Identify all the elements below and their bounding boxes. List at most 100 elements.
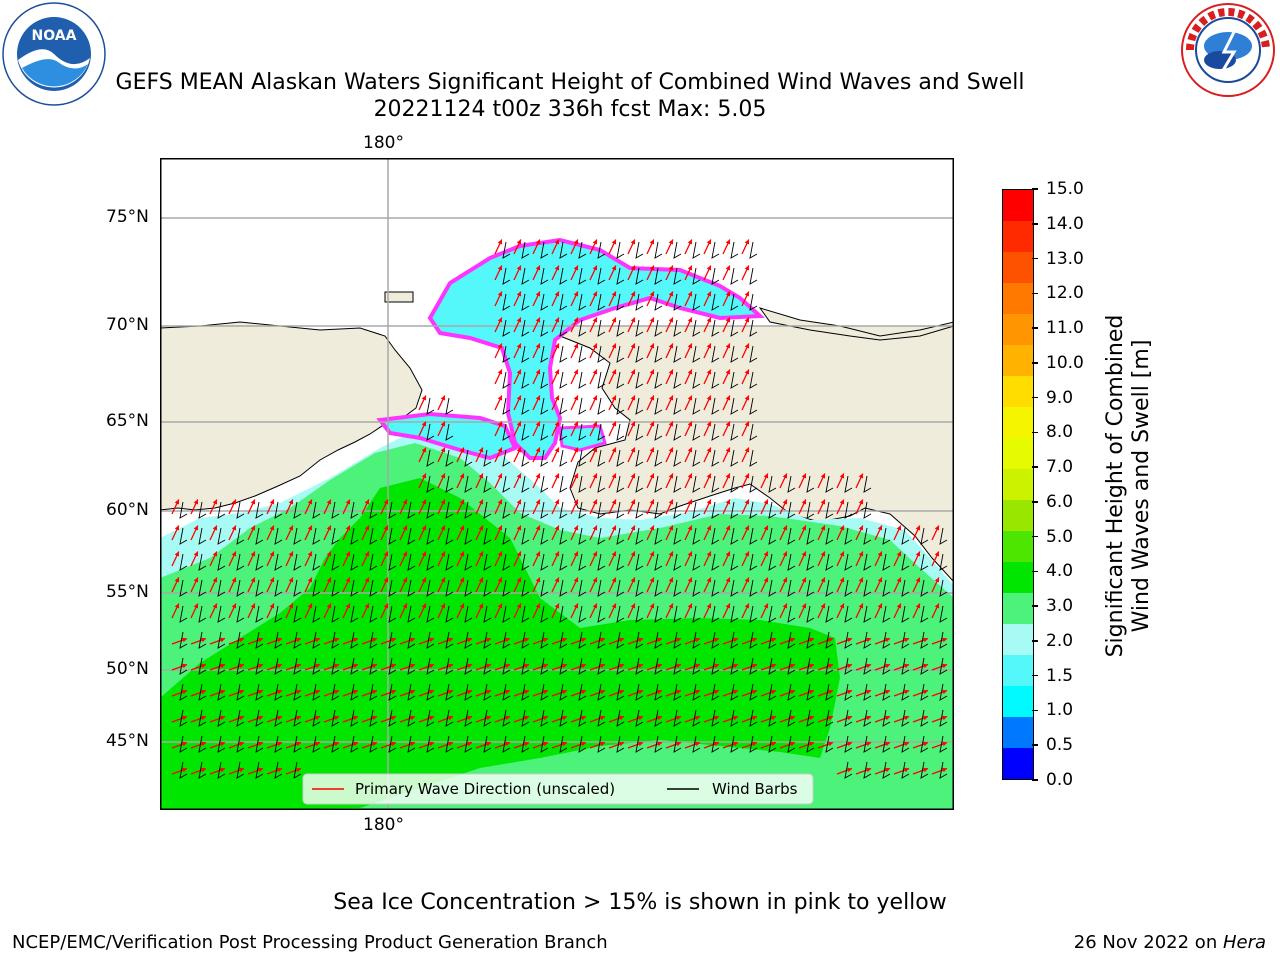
wave-arrow-head: [592, 525, 598, 531]
wind-barb: [787, 709, 796, 727]
wind-barb: [350, 735, 359, 753]
wave-arrow-head: [687, 577, 693, 583]
wave-arrow-head: [467, 689, 472, 695]
wave-arrow-head: [866, 637, 871, 643]
wind-barb: [293, 631, 302, 649]
wave-arrow-head: [535, 291, 541, 297]
wind-barb: [540, 241, 549, 259]
wave-arrow-head: [581, 689, 586, 695]
wind-barb: [274, 553, 283, 571]
wind-barb: [559, 527, 568, 545]
wind-barb: [939, 735, 948, 753]
colorbar-segment: [1003, 469, 1033, 500]
wind-barb: [920, 605, 929, 623]
wave-arrow-head: [269, 525, 275, 531]
lon-label-top: 180°: [363, 133, 404, 153]
wave-arrow-head: [942, 637, 947, 643]
wave-arrow-head: [725, 395, 731, 401]
wave-arrow-head: [820, 525, 826, 531]
wave-arrow-head: [752, 689, 757, 695]
wind-barb: [692, 449, 701, 467]
wave-arrow-head: [706, 603, 712, 609]
wave-arrow-head: [600, 663, 605, 669]
wind-barb: [179, 501, 188, 519]
wave-arrow-head: [915, 603, 921, 609]
wave-arrow-head: [744, 577, 750, 583]
wind-barb: [939, 553, 948, 571]
colorbar-segment: [1003, 221, 1033, 252]
wind-barb: [559, 605, 568, 623]
wind-barb: [217, 579, 226, 597]
wave-arrow-head: [687, 369, 693, 375]
wave-arrow-head: [296, 637, 301, 643]
wave-arrow-head: [288, 577, 294, 583]
wind-barb: [825, 709, 834, 727]
wave-arrow-head: [543, 715, 548, 721]
wind-barb: [483, 631, 492, 649]
wind-barb: [749, 605, 758, 623]
wind-barb: [236, 605, 245, 623]
wave-arrow-head: [277, 715, 282, 721]
colorbar-tick-mark: [1032, 605, 1038, 607]
wind-barb: [920, 579, 929, 597]
wave-arrow-head: [497, 603, 503, 609]
wave-arrow-head: [410, 715, 415, 721]
wave-arrow-head: [478, 447, 484, 453]
wind-barb: [806, 709, 815, 727]
wind-barb: [274, 631, 283, 649]
wave-arrow-head: [790, 689, 795, 695]
wave-arrow-head: [535, 551, 541, 557]
wind-barb: [502, 319, 511, 337]
wind-barb: [749, 631, 758, 649]
wind-barb: [179, 683, 188, 701]
wave-arrow-head: [725, 525, 731, 531]
wind-barb: [331, 527, 340, 545]
wind-barb: [369, 579, 378, 597]
wind-barb: [730, 449, 739, 467]
wave-arrow-head: [725, 577, 731, 583]
wind-barb: [198, 579, 207, 597]
wind-barb: [559, 501, 568, 519]
wind-barb: [388, 553, 397, 571]
wave-arrow-head: [524, 663, 529, 669]
wind-barb: [502, 397, 511, 415]
wave-arrow-head: [497, 291, 503, 297]
wind-barb: [768, 553, 777, 571]
wind-barb: [882, 709, 891, 727]
wind-barb: [369, 683, 378, 701]
wind-barb: [635, 345, 644, 363]
wave-arrow-head: [174, 551, 180, 557]
wind-barb: [217, 501, 226, 519]
wind-barb: [198, 553, 207, 571]
wind-barb: [749, 527, 758, 545]
wind-barb: [578, 397, 587, 415]
wave-arrow-head: [630, 343, 636, 349]
wind-barb: [711, 293, 720, 311]
wind-barb: [616, 371, 625, 389]
wave-arrow-head: [858, 577, 864, 583]
wind-barb: [293, 527, 302, 545]
wind-barb: [768, 657, 777, 675]
wave-arrow-head: [611, 499, 617, 505]
wave-arrow-head: [611, 603, 617, 609]
wind-barb: [616, 579, 625, 597]
wind-barb: [882, 527, 891, 545]
wave-arrow-head: [649, 239, 655, 245]
wave-arrow-head: [809, 689, 814, 695]
wind-barb: [350, 709, 359, 727]
wind-barb: [749, 579, 758, 597]
wave-arrow-head: [782, 577, 788, 583]
wind-barb: [863, 527, 872, 545]
wave-arrow-head: [763, 551, 769, 557]
wave-arrow-head: [421, 499, 427, 505]
wave-arrow-head: [193, 603, 199, 609]
wind-barb: [844, 683, 853, 701]
wind-barb: [445, 527, 454, 545]
wave-arrow-head: [630, 473, 636, 479]
wind-barb: [502, 501, 511, 519]
wave-arrow-head: [353, 663, 358, 669]
wind-barb: [350, 605, 359, 623]
wind-barb: [312, 579, 321, 597]
wave-arrow-head: [516, 603, 522, 609]
wave-arrow-head: [277, 741, 282, 747]
